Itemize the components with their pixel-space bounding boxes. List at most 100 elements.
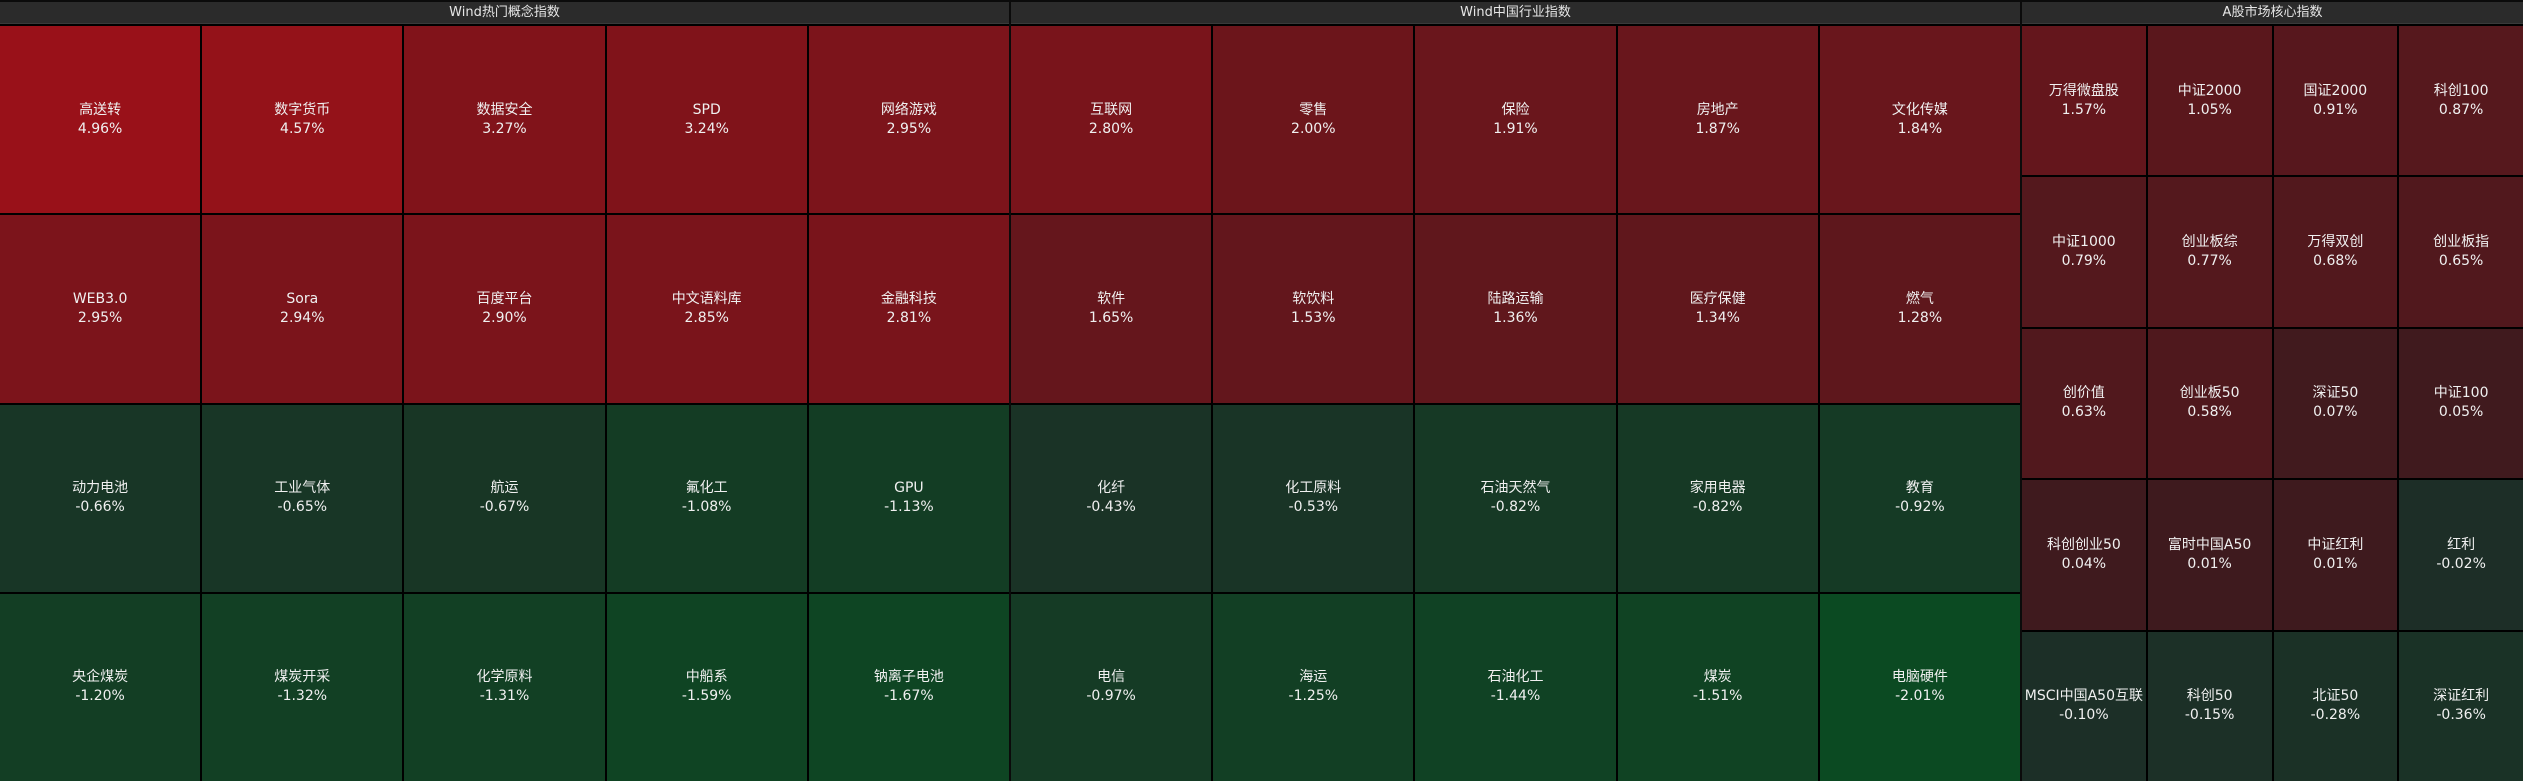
index-tile[interactable]: 海运 -1.25%: [1213, 593, 1414, 781]
index-change-percent: -0.82%: [1490, 499, 1541, 516]
index-tile[interactable]: 万得微盘股 1.57%: [2022, 26, 2146, 176]
panel-title: Wind热门概念指数: [0, 2, 1009, 24]
index-change-percent: 2.90%: [482, 309, 527, 326]
index-name: 中船系: [685, 669, 728, 686]
index-tile[interactable]: 央企煤炭 -1.20%: [0, 593, 201, 781]
index-tile[interactable]: 科创创业50 0.04%: [2022, 480, 2146, 630]
index-tile[interactable]: 富时中国A50 0.01%: [2147, 480, 2272, 630]
index-tile[interactable]: 石油化工 -1.44%: [1415, 593, 1616, 781]
index-tile[interactable]: Sora 2.94%: [202, 215, 403, 403]
index-change-percent: 1.05%: [2187, 101, 2232, 118]
index-name: 化纤: [1097, 480, 1126, 497]
index-tile[interactable]: 高送转 4.96%: [0, 26, 201, 214]
index-change-percent: 1.87%: [1695, 120, 1740, 137]
index-tile[interactable]: WEB3.0 2.95%: [0, 215, 201, 403]
index-tile[interactable]: 软饮料 1.53%: [1213, 215, 1414, 403]
index-tile[interactable]: 中证100 0.05%: [2399, 328, 2523, 479]
index-tile[interactable]: 深证红利 -0.36%: [2399, 631, 2523, 781]
index-name: 文化传媒: [1891, 101, 1948, 118]
index-change-percent: -0.67%: [479, 499, 530, 516]
index-tile[interactable]: 工业气体 -0.65%: [202, 404, 403, 592]
index-tile[interactable]: 数字货币 4.57%: [202, 26, 403, 214]
index-tile[interactable]: 钠离子电池 -1.67%: [808, 593, 1009, 781]
index-name: 互联网: [1090, 101, 1133, 118]
index-change-percent: 0.01%: [2187, 555, 2232, 572]
index-tile[interactable]: 北证50 -0.28%: [2273, 631, 2398, 781]
index-tile[interactable]: 创业板综 0.77%: [2147, 177, 2272, 327]
index-name: 北证50: [2312, 688, 2359, 705]
index-name: 零售: [1299, 101, 1328, 118]
index-change-percent: 2.80%: [1088, 120, 1134, 137]
index-tile[interactable]: 数据安全 3.27%: [404, 26, 605, 214]
index-tile[interactable]: 煤炭开采 -1.32%: [202, 593, 403, 781]
index-tile[interactable]: MSCI中国A50互联 -0.10%: [2022, 631, 2146, 781]
index-tile[interactable]: 氟化工 -1.08%: [606, 404, 807, 592]
index-change-percent: 2.95%: [886, 120, 932, 137]
index-tile[interactable]: 科创100 0.87%: [2399, 26, 2523, 176]
index-name: 氟化工: [685, 480, 728, 497]
index-name: 高送转: [79, 101, 122, 118]
index-change-percent: -0.92%: [1895, 499, 1945, 516]
index-tile[interactable]: 深证50 0.07%: [2273, 328, 2398, 479]
index-tile[interactable]: 教育 -0.92%: [1819, 404, 2020, 592]
index-change-percent: -0.28%: [2310, 707, 2361, 724]
index-tile[interactable]: 化工原料 -0.53%: [1213, 404, 1414, 592]
index-tile[interactable]: 网络游戏 2.95%: [808, 26, 1009, 214]
index-name: 煤炭: [1703, 669, 1732, 686]
index-tile[interactable]: GPU -1.13%: [808, 404, 1009, 592]
index-tile[interactable]: 中证1000 0.79%: [2022, 177, 2146, 327]
index-tile[interactable]: 房地产 1.87%: [1617, 26, 1818, 214]
index-name: 万得微盘股: [2048, 82, 2119, 99]
index-tile[interactable]: 零售 2.00%: [1213, 26, 1414, 214]
index-tile[interactable]: 红利 -0.02%: [2399, 480, 2523, 630]
index-tile[interactable]: 家用电器 -0.82%: [1617, 404, 1818, 592]
index-tile[interactable]: 化学原料 -1.31%: [404, 593, 605, 781]
index-tile[interactable]: 金融科技 2.81%: [808, 215, 1009, 403]
index-tile[interactable]: 电脑硬件 -2.01%: [1819, 593, 2020, 781]
index-tile[interactable]: 百度平台 2.90%: [404, 215, 605, 403]
index-tile[interactable]: 航运 -0.67%: [404, 404, 605, 592]
index-tile[interactable]: 创价值 0.63%: [2022, 328, 2146, 479]
index-name: 化学原料: [476, 669, 533, 686]
index-change-percent: -2.01%: [1895, 688, 1945, 705]
index-tile[interactable]: 中船系 -1.59%: [606, 593, 807, 781]
index-tile[interactable]: 万得双创 0.68%: [2273, 177, 2398, 327]
index-tile[interactable]: 互联网 2.80%: [1011, 26, 1212, 214]
index-name: 网络游戏: [880, 101, 937, 118]
index-name: 家用电器: [1689, 480, 1746, 497]
index-tile[interactable]: 软件 1.65%: [1011, 215, 1212, 403]
index-tile[interactable]: 煤炭 -1.51%: [1617, 593, 1818, 781]
index-name: Sora: [286, 290, 319, 307]
index-tile[interactable]: 国证2000 0.91%: [2273, 26, 2398, 176]
index-change-percent: 4.96%: [77, 120, 123, 137]
index-tile[interactable]: 文化传媒 1.84%: [1819, 26, 2020, 214]
index-change-percent: -0.43%: [1086, 499, 1136, 516]
index-tile[interactable]: 石油天然气 -0.82%: [1415, 404, 1616, 592]
index-tile[interactable]: 燃气 1.28%: [1819, 215, 2020, 403]
index-tile[interactable]: 保险 1.91%: [1415, 26, 1616, 214]
index-tile[interactable]: 科创50 -0.15%: [2147, 631, 2272, 781]
index-change-percent: 1.28%: [1897, 309, 1943, 326]
index-change-percent: 1.57%: [2061, 101, 2107, 118]
index-tile[interactable]: 创业板指 0.65%: [2399, 177, 2523, 327]
index-change-percent: 0.68%: [2313, 253, 2358, 270]
index-tile[interactable]: SPD 3.24%: [606, 26, 807, 214]
index-name: 软饮料: [1292, 290, 1335, 307]
index-tile[interactable]: 动力电池 -0.66%: [0, 404, 201, 592]
index-tile[interactable]: 电信 -0.97%: [1011, 593, 1212, 781]
index-tile[interactable]: 中证2000 1.05%: [2147, 26, 2272, 176]
index-name: 创价值: [2062, 385, 2105, 402]
index-name: 科创创业50: [2046, 536, 2121, 553]
index-change-percent: 2.85%: [684, 309, 729, 326]
index-tile[interactable]: 中文语料库 2.85%: [606, 215, 807, 403]
index-change-percent: 1.91%: [1493, 120, 1538, 137]
index-change-percent: -1.67%: [884, 688, 934, 705]
index-change-percent: 0.04%: [2061, 555, 2107, 572]
index-tile[interactable]: 医疗保健 1.34%: [1617, 215, 1818, 403]
index-tile[interactable]: 化纤 -0.43%: [1011, 404, 1212, 592]
index-tile[interactable]: 陆路运输 1.36%: [1415, 215, 1616, 403]
index-tile[interactable]: 中证红利 0.01%: [2273, 480, 2398, 630]
index-tile[interactable]: 创业板50 0.58%: [2147, 328, 2272, 479]
index-change-percent: 2.94%: [280, 309, 325, 326]
index-name: 教育: [1905, 480, 1934, 497]
